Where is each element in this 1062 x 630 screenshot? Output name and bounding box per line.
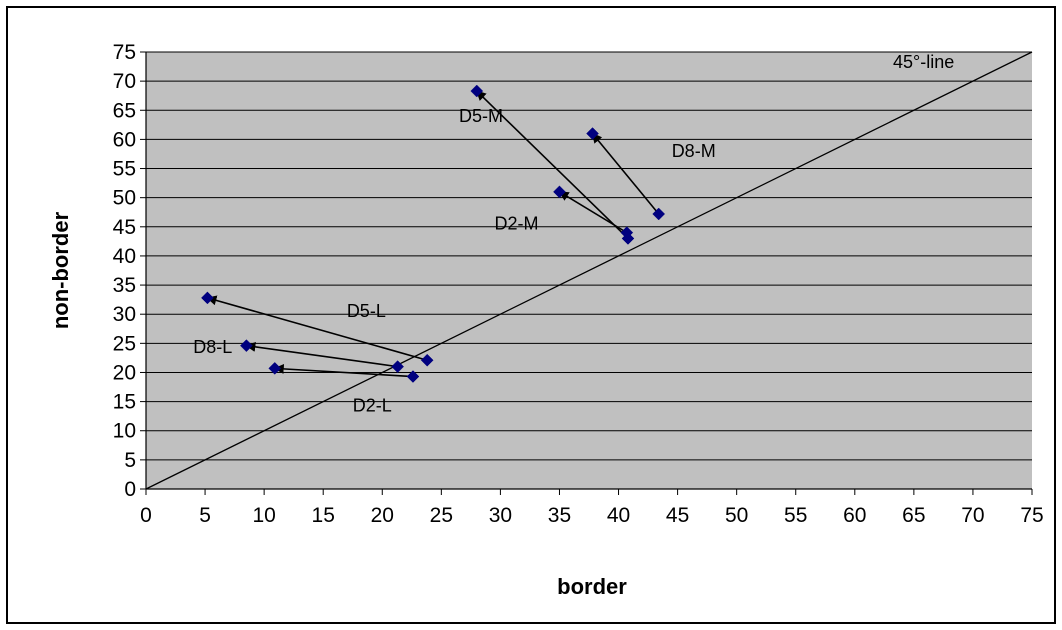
arrow-label-d2-m: D2-M [494, 214, 538, 234]
x-tick-label: 25 [430, 504, 453, 527]
x-tick-label: 60 [843, 504, 866, 527]
y-tick-label: 70 [113, 70, 136, 93]
data-point [470, 84, 484, 98]
x-tick-label: 35 [548, 504, 571, 527]
y-tick-label: 35 [113, 274, 136, 297]
y-tick-label: 45 [113, 216, 136, 239]
arrow-label-d5-l: D5-L [347, 301, 386, 321]
y-axis-title: non-border [48, 211, 73, 329]
y-tick-label: 40 [113, 245, 136, 268]
data-point [420, 353, 434, 367]
x-tick-label: 55 [784, 504, 807, 527]
arrow-label-d2-l: D2-L [353, 396, 392, 416]
data-point [553, 185, 566, 199]
y-tick-label: 65 [113, 99, 136, 122]
reference-line-label: 45°-line [893, 52, 954, 72]
data-point [652, 207, 666, 221]
y-tick-label: 30 [113, 303, 136, 326]
y-tick-label: 0 [124, 478, 136, 501]
arrow-d2-l [273, 363, 414, 378]
data-point [240, 339, 253, 353]
arrow-d5-l [206, 295, 428, 362]
arrow-d8-m [591, 132, 660, 215]
data-point [268, 362, 282, 375]
x-tick-label: 0 [140, 504, 152, 527]
x-tick-label: 40 [607, 504, 630, 527]
data-point [201, 291, 214, 305]
x-tick-label: 5 [199, 504, 211, 527]
x-tick-label: 20 [371, 504, 394, 527]
x-tick-label: 10 [252, 504, 275, 527]
data-point [406, 370, 420, 383]
x-tick-label: 15 [312, 504, 335, 527]
arrow-d5-m [476, 90, 629, 240]
x-tick-label: 70 [961, 504, 984, 527]
y-tick-label: 15 [113, 391, 136, 414]
y-tick-label: 55 [113, 158, 136, 181]
x-axis-title: border [557, 574, 627, 599]
arrow-label-d5-m: D5-M [459, 106, 503, 126]
x-tick-label: 65 [902, 504, 925, 527]
y-tick-label: 10 [113, 420, 136, 443]
y-tick-label: 25 [113, 332, 136, 355]
arrow-label-d8-l: D8-L [193, 337, 232, 357]
arrow-d8-l [245, 341, 398, 368]
x-tick-label: 75 [1020, 504, 1043, 527]
data-point [621, 232, 635, 245]
y-tick-label: 50 [113, 187, 136, 210]
y-tick-label: 75 [113, 41, 136, 64]
reference-line-45 [145, 51, 1033, 490]
data-point [391, 360, 404, 373]
y-tick-label: 20 [113, 361, 136, 384]
x-tick-label: 45 [666, 504, 689, 527]
data-point [586, 127, 599, 140]
x-tick-label: 50 [725, 504, 748, 527]
y-tick-label: 60 [113, 128, 136, 151]
arrow-label-d8-m: D8-M [672, 141, 716, 161]
arrow-d2-m [558, 191, 628, 234]
y-tick-label: 5 [124, 449, 136, 472]
x-tick-label: 30 [489, 504, 512, 527]
